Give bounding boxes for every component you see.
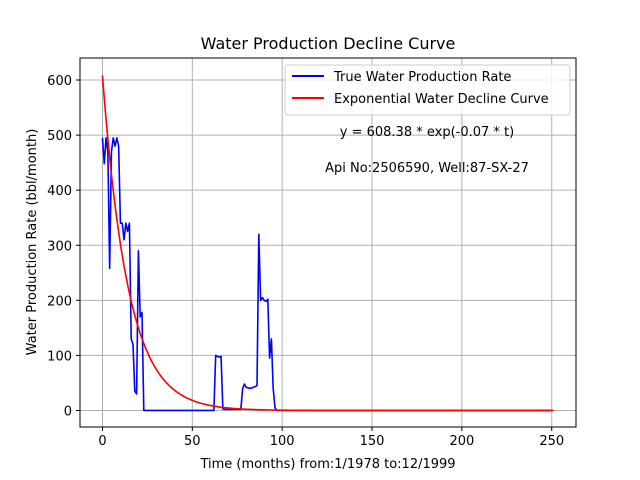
y-tick-label: 300 <box>47 239 72 254</box>
plot-frame <box>79 57 577 428</box>
y-tick-label: 100 <box>47 349 72 364</box>
y-tick-label: 500 <box>47 129 72 144</box>
x-tick-label: 100 <box>270 434 295 449</box>
y-tick-label: 0 <box>64 404 72 419</box>
x-tick-label: 150 <box>360 434 385 449</box>
legend-box <box>284 64 571 116</box>
series-layer <box>101 75 554 412</box>
legend: True Water Production Rate Exponential W… <box>284 64 571 116</box>
well-id-annotation: Api No:2506590, Well:87-SX-27 <box>325 161 529 176</box>
legend-label-fit-series: Exponential Water Decline Curve <box>334 92 549 107</box>
x-tick-label: 200 <box>449 434 474 449</box>
x-axis-label: Time (months) from:1/1978 to:12/1999 <box>199 457 455 472</box>
x-tick-label: 50 <box>184 434 201 449</box>
series-line-true-water-production <box>101 137 552 412</box>
y-tick-label: 200 <box>47 294 72 309</box>
ticks: 0 50 100 150 200 250 0 100 200 300 400 500 600 <box>47 74 564 449</box>
grid <box>80 58 576 427</box>
x-tick-label: 250 <box>539 434 564 449</box>
x-tick-label: 0 <box>98 434 106 449</box>
series-line-exponential-fit <box>101 75 554 412</box>
fit-equation-annotation: y = 608.38 * exp(-0.07 * t) <box>340 125 514 140</box>
chart-title: Water Production Decline Curve <box>201 34 456 53</box>
y-axis-label: Water Production Rate (bbl/month) <box>25 129 40 356</box>
y-tick-label: 600 <box>47 74 72 89</box>
y-tick-label: 400 <box>47 184 72 199</box>
legend-label-true-series: True Water Production Rate <box>333 70 511 85</box>
